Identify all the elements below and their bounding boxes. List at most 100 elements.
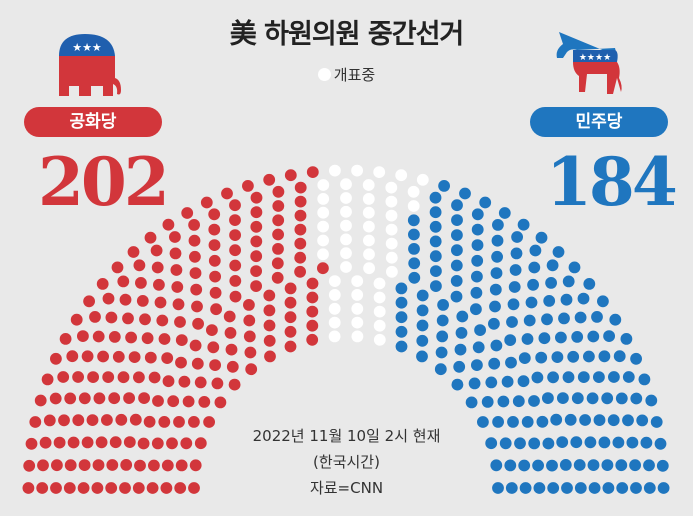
seat-republican [162, 218, 175, 231]
seat-republican [190, 283, 203, 296]
seat-republican [53, 436, 66, 449]
footer-source: 자료=CNN [309, 479, 384, 497]
seat-republican [229, 199, 241, 212]
seat-democrat [608, 371, 620, 383]
seat-republican [160, 482, 173, 494]
seat-republican [306, 319, 319, 332]
seat-democrat [430, 280, 442, 292]
seat-democrat [474, 324, 486, 336]
seat-republican [224, 327, 237, 339]
seat-democrat [622, 414, 634, 427]
seat-republican [78, 392, 91, 405]
seat-republican [228, 378, 241, 391]
seat-counting [328, 275, 341, 287]
seat-democrat [517, 218, 530, 231]
seat-democrat [436, 330, 449, 343]
seat-counting [385, 195, 398, 208]
seat-democrat [643, 482, 656, 494]
seat-counting [363, 220, 375, 233]
seat-republican [174, 316, 186, 328]
seat-republican [271, 271, 284, 284]
seat-democrat [574, 482, 587, 494]
seat-democrat [607, 414, 620, 427]
seat-democrat [615, 459, 628, 472]
seat-republican [229, 229, 242, 242]
seat-democrat [561, 482, 573, 494]
seat-republican [112, 350, 125, 363]
seat-republican [25, 437, 38, 450]
seat-counting [328, 302, 341, 315]
seat-counting [317, 220, 329, 233]
seat-republican [284, 325, 297, 338]
seat-republican [162, 375, 175, 388]
seat-republican [135, 277, 147, 289]
seat-counting [340, 261, 352, 273]
seat-democrat [656, 459, 669, 472]
seat-republican [206, 324, 218, 336]
seat-republican [148, 459, 160, 472]
democrat-seat-count: 184 [546, 143, 678, 221]
seat-republican [209, 286, 222, 299]
page-title: 美 하원의원 중간선거 [229, 19, 465, 50]
seat-republican [134, 459, 146, 472]
seat-republican [111, 261, 124, 274]
seat-democrat [626, 436, 639, 449]
seat-republican [72, 414, 85, 427]
seat-democrat [498, 207, 511, 219]
seat-counting [340, 192, 352, 204]
seat-democrat [557, 392, 569, 404]
seat-counting [373, 166, 386, 179]
seat-democrat [528, 395, 540, 407]
seat-counting [373, 319, 386, 332]
seat-republican [57, 371, 70, 383]
seat-republican [284, 311, 297, 324]
seat-democrat [518, 459, 531, 472]
seat-republican [306, 305, 319, 318]
seat-democrat [497, 395, 510, 408]
seat-democrat [454, 343, 467, 356]
seat-counting [373, 277, 386, 290]
legend-counting-label: 개표중 [333, 66, 376, 84]
seat-republican [170, 264, 183, 276]
seat-republican [78, 459, 91, 471]
seat-republican [194, 376, 207, 389]
seat-republican [167, 395, 180, 408]
seat-counting [362, 193, 375, 205]
seat-republican [102, 371, 115, 383]
seat-democrat [518, 352, 531, 364]
seat-republican [272, 200, 285, 212]
seat-counting [317, 193, 330, 205]
seat-democrat [551, 351, 564, 363]
seat-republican [153, 278, 165, 291]
seat-republican [208, 254, 221, 267]
seat-republican [294, 265, 306, 278]
seat-republican [214, 396, 227, 409]
seat-republican [174, 482, 187, 494]
seat-democrat [468, 377, 481, 390]
seat-republican [144, 231, 157, 244]
footer-timezone: (한국시간) [313, 453, 380, 471]
seat-republican [244, 346, 257, 359]
seat-counting [407, 200, 420, 212]
seat-democrat [470, 303, 482, 316]
seat-democrat [455, 327, 468, 339]
seat-democrat [509, 264, 522, 276]
seat-republican [188, 219, 201, 231]
legend: 개표중 [0, 64, 693, 85]
seat-republican [39, 436, 52, 449]
seat-democrat [521, 333, 534, 345]
seat-republican [117, 371, 130, 384]
seat-republican [263, 319, 276, 332]
seat-democrat [471, 254, 484, 267]
elephant-icon: ★★★ [59, 34, 121, 96]
seat-counting [328, 316, 341, 329]
seat-republican [95, 436, 108, 449]
seat-democrat [429, 206, 442, 219]
seat-democrat [547, 371, 559, 384]
seat-democrat [654, 437, 667, 450]
seat-democrat [506, 316, 518, 328]
seat-republican [50, 352, 62, 365]
seat-republican [171, 281, 184, 293]
seat-democrat [438, 180, 450, 192]
seat-democrat [491, 250, 503, 263]
